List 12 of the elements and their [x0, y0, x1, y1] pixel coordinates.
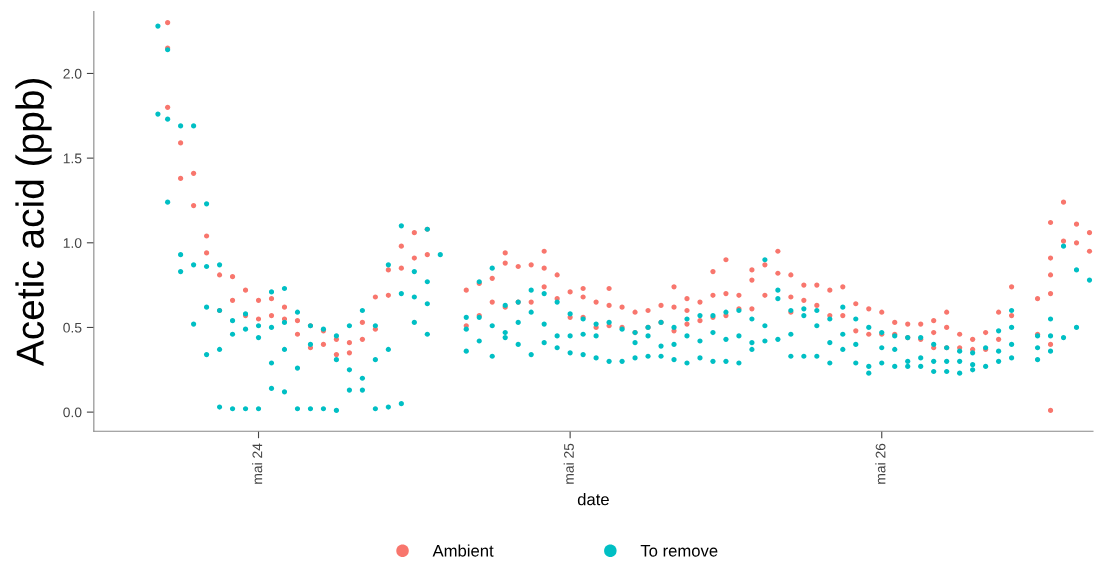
- y-tick-label: 0.0: [63, 407, 82, 418]
- y-tick-label: 1.5: [63, 153, 82, 164]
- legend-label: Ambient: [432, 544, 494, 557]
- y-tick-label: 2.0: [63, 68, 82, 79]
- y-axis-title: Acetic acid (ppb): [15, 78, 52, 367]
- x-tick-label: mai 26: [875, 443, 886, 484]
- y-tick-label: 1.0: [63, 238, 82, 248]
- legend-label: To remove: [640, 545, 718, 557]
- x-axis-title: date: [577, 493, 609, 506]
- y-tick-label: 0.5: [63, 322, 82, 333]
- x-tick-label: mai 25: [563, 443, 574, 484]
- x-tick-label: mai 24: [252, 443, 263, 484]
